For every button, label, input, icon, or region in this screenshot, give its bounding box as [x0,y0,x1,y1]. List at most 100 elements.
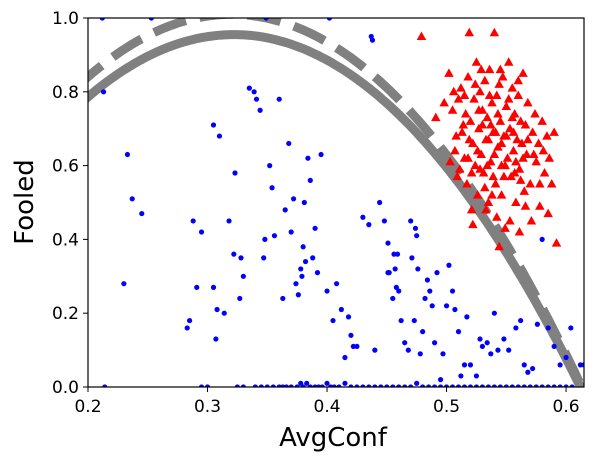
blue-dot-point [458,373,464,379]
blue-dot-point [422,295,428,302]
red-triangle-point [495,64,506,74]
x-axis-title: AvgConf [279,423,388,453]
red-triangle-point [492,212,502,221]
blue-dot-point [253,96,260,102]
blue-dot-point [577,362,584,368]
blue-dot-point [264,384,270,387]
red-triangle-point [523,134,533,144]
blue-dot-point [310,255,316,261]
red-triangle-point [463,153,473,162]
blue-dot-point [415,266,421,272]
blue-dot-point [298,266,304,272]
red-triangle-point [531,156,541,166]
blue-dot-point [302,258,309,265]
blue-dot-point [299,273,305,279]
red-triangle-point [481,204,491,214]
blue-dot-point [198,384,205,387]
blue-dot-point [485,384,491,387]
red-triangle-point [535,201,545,210]
red-triangle-point [463,72,473,81]
blue-dot-point [300,244,306,250]
blue-dot-point [288,229,294,235]
blue-dot-point [464,314,470,320]
blue-dot-point [366,384,372,387]
blue-dot-point [354,343,360,350]
blue-dot-point [432,340,438,346]
red-triangle-point [487,97,497,107]
blue-dot-point [270,384,276,387]
blue-dot-point [557,362,563,368]
blue-dot-point [350,343,356,350]
red-triangle-point [525,179,535,188]
red-triangle-point [451,131,461,140]
blue-dot-point [251,89,257,95]
blue-dot-point [326,18,333,21]
blue-dot-point [484,340,490,346]
blue-dot-point [551,343,557,350]
blue-dot-point [393,284,399,290]
red-triangle-point [447,105,458,114]
blue-dot-point [246,85,252,91]
red-triangle-point [519,186,529,195]
blue-dot-point [304,380,310,386]
red-triangle-point [472,145,483,155]
red-triangle-point [546,179,557,188]
blue-dot-point [372,384,378,387]
blue-dot-point [378,384,384,387]
x-tick-label: 0.3 [194,397,221,417]
blue-dot-point [214,306,220,313]
red-triangle-point [476,64,486,74]
blue-dot-point [429,303,435,309]
blue-dot-point [267,163,273,169]
blue-dot-point [414,233,420,239]
red-triangle-point [529,149,539,159]
blue-dot-point [455,329,462,335]
red-triangle-point [489,27,500,37]
blue-dot-point [221,310,227,316]
blue-dot-point [563,354,569,361]
blue-dot-point [467,362,474,368]
blue-dot-point [417,351,423,357]
plot-frame [87,17,585,388]
blue-dot-point [414,380,420,386]
blue-dot-point [491,384,497,387]
red-triangle-point [493,108,503,118]
red-triangle-point [472,190,483,199]
blue-dot-point [232,170,238,176]
blue-dot-point [300,384,306,387]
blue-dot-point [372,347,378,353]
red-triangle-point [538,145,549,155]
red-triangle-point [535,179,545,188]
blue-points [99,18,584,387]
blue-dot-point [503,384,509,387]
red-triangle-point [452,171,463,181]
blue-dot-point [237,295,243,302]
red-triangle-point [496,138,507,147]
blue-dot-point [420,384,426,387]
boundary-curves [88,18,584,387]
x-tick-label: 0.2 [74,397,101,417]
red-triangle-point [494,79,504,88]
blue-dot-point [390,384,396,387]
red-triangle-point [460,108,471,118]
red-triangle-point [496,190,507,199]
blue-dot-point [563,384,569,387]
blue-dot-point [100,89,107,95]
y-axis-title: Fooled [10,159,40,245]
red-triangle-point [509,167,520,177]
blue-dot-point [129,196,135,202]
red-triangle-point [523,97,533,107]
blue-dot-point [276,96,282,102]
blue-dot-point [545,325,551,331]
blue-dot-point [513,325,519,331]
red-triangle-point [492,90,502,99]
blue-dot-point [204,384,211,387]
blue-dot-point [420,329,426,335]
blue-dot-point [392,266,398,272]
blue-dot-point [331,384,337,387]
blue-dot-point [479,384,486,387]
blue-dot-point [294,384,300,387]
blue-dot-point [360,214,366,220]
blue-dot-point [424,277,431,283]
